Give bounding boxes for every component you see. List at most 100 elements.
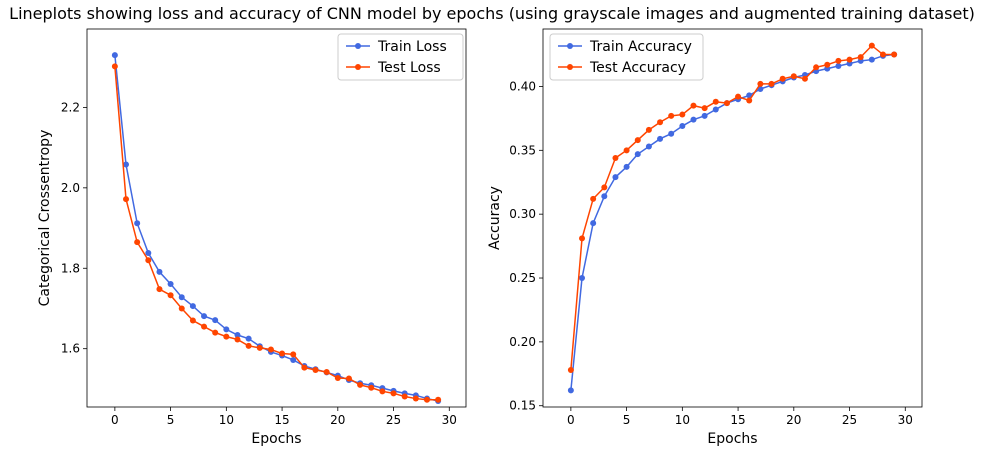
x-tick-label: 25 bbox=[386, 413, 401, 427]
data-point bbox=[579, 275, 586, 282]
data-point bbox=[657, 135, 664, 142]
data-point bbox=[134, 239, 141, 246]
data-point bbox=[223, 326, 230, 333]
data-point bbox=[423, 396, 430, 403]
data-point bbox=[735, 93, 742, 100]
data-point bbox=[612, 174, 619, 181]
data-point bbox=[123, 161, 130, 168]
y-tick-label: 0.15 bbox=[509, 399, 536, 413]
data-point bbox=[323, 369, 330, 376]
data-point bbox=[212, 329, 219, 336]
x-tick-label: 15 bbox=[730, 413, 745, 427]
legend-label: Test Accuracy bbox=[589, 60, 686, 76]
data-point bbox=[312, 367, 319, 374]
y-axis-label: Accuracy bbox=[487, 186, 503, 250]
y-tick-label: 0.40 bbox=[509, 79, 536, 93]
x-tick-label: 5 bbox=[623, 413, 631, 427]
y-tick-label: 0.35 bbox=[509, 143, 536, 157]
data-point bbox=[290, 356, 297, 363]
data-point bbox=[201, 323, 208, 330]
legend-marker bbox=[567, 43, 573, 49]
data-point bbox=[746, 97, 753, 104]
data-point bbox=[412, 395, 419, 402]
y-tick-label: 2.2 bbox=[61, 100, 80, 114]
figure-title: Lineplots showing loss and accuracy of C… bbox=[9, 4, 975, 23]
data-point bbox=[212, 317, 219, 324]
data-point bbox=[645, 126, 652, 133]
data-point bbox=[134, 220, 141, 227]
x-tick-label: 0 bbox=[567, 413, 575, 427]
data-point bbox=[868, 56, 875, 63]
data-point bbox=[645, 143, 652, 150]
y-tick-label: 1.8 bbox=[61, 261, 80, 275]
data-point bbox=[201, 313, 208, 320]
data-point bbox=[701, 112, 708, 119]
data-point bbox=[668, 112, 675, 119]
data-point bbox=[590, 220, 597, 227]
data-point bbox=[245, 342, 252, 349]
data-point bbox=[111, 63, 118, 70]
x-tick-label: 20 bbox=[786, 413, 801, 427]
x-tick-label: 20 bbox=[330, 413, 345, 427]
data-point bbox=[178, 305, 185, 312]
x-tick-label: 25 bbox=[842, 413, 857, 427]
plot-frame bbox=[86, 28, 467, 408]
x-tick-label: 15 bbox=[274, 413, 289, 427]
data-point bbox=[623, 147, 630, 154]
x-tick-label: 0 bbox=[111, 413, 119, 427]
y-tick-label: 1.6 bbox=[61, 342, 80, 356]
data-point bbox=[835, 57, 842, 64]
series-line bbox=[114, 66, 439, 401]
data-point bbox=[167, 280, 174, 287]
data-point bbox=[379, 388, 386, 395]
data-point bbox=[846, 56, 853, 63]
data-point bbox=[234, 332, 241, 339]
data-point bbox=[690, 116, 697, 123]
legend-label: Train Loss bbox=[377, 39, 447, 55]
data-point bbox=[679, 123, 686, 130]
data-point bbox=[145, 257, 152, 264]
data-point bbox=[590, 195, 597, 202]
accuracy-chart: 0 5 10 15 20 25 30 0.15 0.20 0.25 0.30 0.35 0.40 Epoc… bbox=[487, 28, 923, 447]
legend-label: Test Loss bbox=[377, 60, 441, 76]
data-point bbox=[123, 196, 130, 203]
data-point bbox=[357, 381, 364, 388]
data-point bbox=[334, 375, 341, 382]
data-point bbox=[601, 184, 608, 191]
legend-marker bbox=[355, 64, 361, 70]
data-point bbox=[623, 163, 630, 170]
y-axis-label: Categorical Crossentropy bbox=[37, 130, 53, 307]
data-point bbox=[368, 384, 375, 391]
data-point bbox=[868, 42, 875, 49]
data-point bbox=[723, 100, 730, 107]
legend-marker bbox=[355, 43, 361, 49]
series-line bbox=[114, 55, 439, 402]
y-tick-label: 0.30 bbox=[509, 207, 536, 221]
data-point bbox=[435, 396, 442, 403]
data-point bbox=[768, 80, 775, 87]
data-point bbox=[657, 119, 664, 126]
data-point bbox=[746, 92, 753, 99]
data-point bbox=[156, 268, 163, 275]
data-point bbox=[857, 54, 864, 61]
x-axis-label: Epochs bbox=[707, 431, 757, 447]
data-point bbox=[156, 286, 163, 293]
data-point bbox=[634, 151, 641, 158]
data-point bbox=[779, 75, 786, 82]
data-point bbox=[567, 366, 574, 373]
y-tick-label: 0.20 bbox=[509, 335, 536, 349]
data-point bbox=[290, 351, 297, 358]
data-point bbox=[301, 364, 308, 371]
data-point bbox=[567, 387, 574, 394]
plot-frame bbox=[542, 28, 923, 408]
legend-label: Train Accuracy bbox=[589, 39, 692, 55]
data-point bbox=[579, 235, 586, 242]
loss-chart: 0 5 10 15 20 25 30 1.6 1.8 2.0 2.2 Epochs Categorica… bbox=[37, 28, 467, 447]
data-point bbox=[189, 317, 196, 324]
data-point bbox=[790, 73, 797, 80]
data-point bbox=[813, 64, 820, 71]
data-point bbox=[390, 390, 397, 397]
y-tick-label: 0.25 bbox=[509, 271, 536, 285]
data-point bbox=[245, 335, 252, 342]
